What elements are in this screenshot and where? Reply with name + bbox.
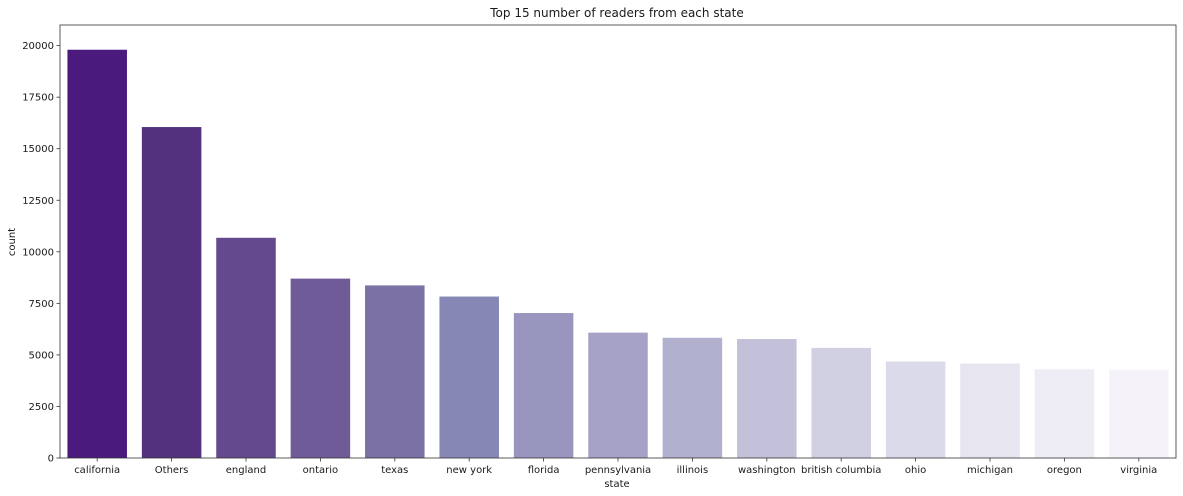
- y-tick-label: 20000: [22, 41, 54, 52]
- y-tick-label: 2500: [29, 402, 54, 413]
- x-tick-label: england: [226, 465, 266, 476]
- x-tick-label: texas: [381, 465, 408, 476]
- bar-british-columbia: [811, 347, 871, 458]
- x-tick-label: california: [74, 465, 120, 476]
- x-tick-label: ohio: [905, 465, 926, 476]
- x-tick-label: Others: [155, 465, 189, 476]
- bars-group: [67, 49, 1169, 459]
- y-tick-label: 12500: [22, 196, 54, 207]
- x-tick-label: florida: [528, 465, 560, 476]
- y-axis-label: count: [7, 228, 18, 256]
- x-tick-label: virginia: [1120, 465, 1157, 476]
- plot-frame: [59, 24, 1177, 459]
- x-tick-label: illinois: [677, 465, 709, 476]
- x-tick-label: washington: [738, 465, 796, 476]
- y-axis-ticks: 0 2500 5000 7500 10000 12500 15000 17500 20000: [22, 41, 60, 465]
- y-tick-label: 15000: [22, 144, 54, 155]
- x-axis-label: state: [604, 479, 629, 490]
- x-tick-label: british columbia: [801, 465, 881, 476]
- y-tick-label: 5000: [29, 350, 54, 361]
- x-axis-ticks: california Others england ontario texas new y…: [74, 458, 1157, 476]
- bar-oregon: [1034, 369, 1095, 458]
- bar-others: [141, 127, 202, 459]
- bar-florida: [513, 313, 574, 458]
- chart-title: Top 15 number of readers from each state: [489, 6, 743, 20]
- bar-new-york: [439, 296, 499, 458]
- y-tick-label: 7500: [29, 299, 54, 310]
- bar-pennsylvania: [588, 332, 648, 458]
- x-tick-label: ontario: [303, 465, 339, 476]
- x-tick-label: oregon: [1047, 465, 1082, 476]
- bar-california: [67, 49, 127, 458]
- y-tick-label: 10000: [22, 247, 54, 258]
- bar-illinois: [662, 337, 723, 458]
- x-tick-label: michigan: [967, 465, 1013, 476]
- bar-ontario: [290, 278, 351, 458]
- bar-ohio: [885, 361, 946, 458]
- bar-washington: [737, 339, 797, 458]
- x-tick-label: new york: [446, 465, 492, 476]
- bar-virginia: [1109, 369, 1169, 458]
- y-tick-label: 0: [48, 454, 54, 465]
- y-tick-label: 17500: [22, 93, 54, 104]
- bar-texas: [365, 285, 425, 458]
- bar-michigan: [960, 363, 1020, 458]
- x-tick-label: pennsylvania: [585, 465, 651, 476]
- bar-england: [216, 237, 276, 458]
